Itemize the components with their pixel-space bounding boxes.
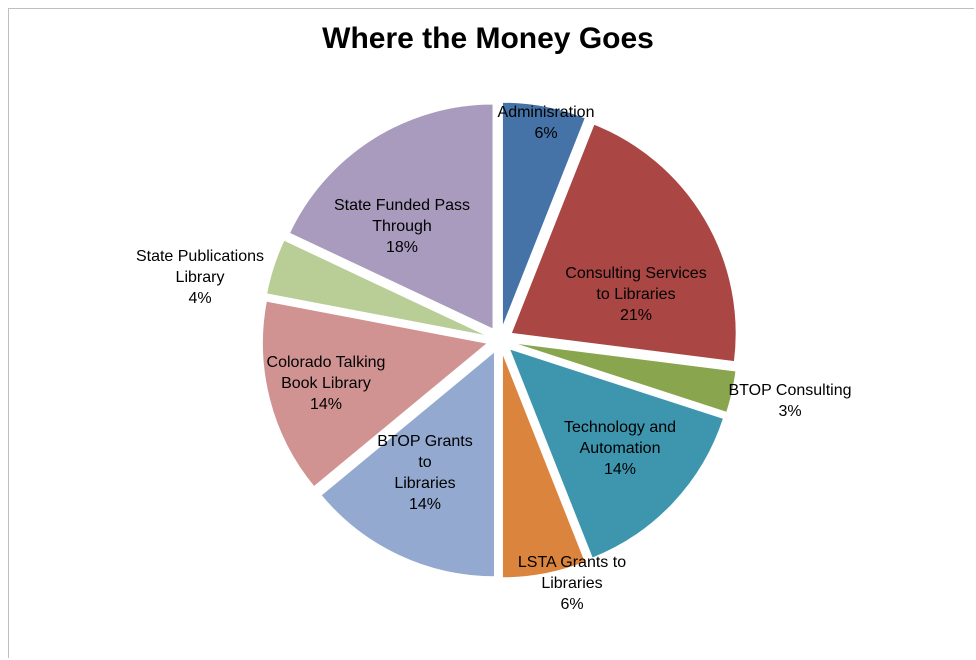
pie-slice-8 <box>266 239 488 337</box>
slice-label-6: BTOP Grants to Libraries 14% <box>377 433 472 513</box>
chart-frame <box>8 8 974 658</box>
pie-slice-7 <box>261 300 489 488</box>
pie-slice-5 <box>501 352 586 579</box>
slice-label-4: Technology and Automation 14% <box>564 419 676 478</box>
slice-label-1: Adminisration 6% <box>498 104 595 142</box>
pie-slice-1 <box>501 101 586 328</box>
pie-slice-4 <box>508 348 725 559</box>
pie-slice-6 <box>320 350 495 578</box>
slice-label-3: BTOP Consulting 3% <box>728 382 851 420</box>
slice-label-2: Consulting Services to Libraries 21% <box>565 265 706 324</box>
slice-label-5: LSTA Grants to Libraries 6% <box>518 554 626 613</box>
pie-slice-9 <box>288 103 494 330</box>
slice-label-9: State Funded Pass Through 18% <box>334 197 470 256</box>
chart-title: Where the Money Goes <box>322 22 654 55</box>
slice-label-7: Colorado Talking Book Library 14% <box>267 354 386 413</box>
pie-slice-2 <box>510 123 737 363</box>
pie-slice-3 <box>512 342 737 413</box>
slice-label-8: State Publications Library 4% <box>136 248 264 307</box>
